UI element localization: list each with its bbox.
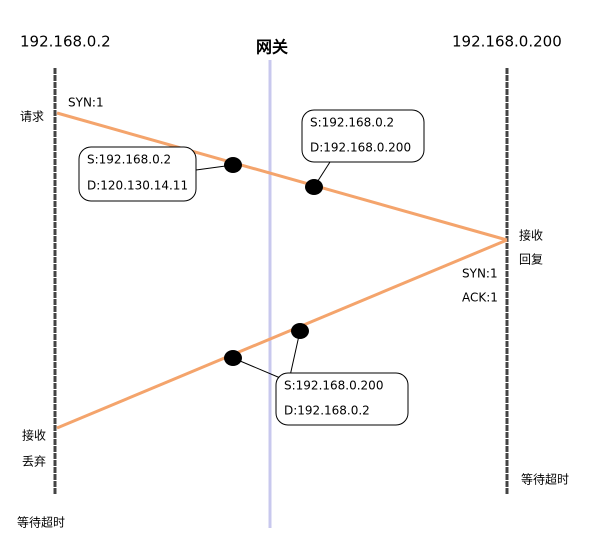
label: 丢弃 <box>22 454 46 469</box>
packet-dot <box>224 157 242 173</box>
label: 等待超时 <box>17 515 65 530</box>
reply-arrow <box>56 238 508 430</box>
packet-dot <box>305 179 323 195</box>
packet-box <box>301 109 425 163</box>
packet-box <box>275 372 409 426</box>
label: 请求 <box>20 110 44 124</box>
label: ACK:1 <box>462 291 498 305</box>
label: SYN:1 <box>462 267 498 281</box>
label: SYN:1 <box>68 96 104 110</box>
label: 接收 <box>519 228 543 243</box>
box-dest: D:192.168.0.200 <box>310 141 411 155</box>
box-dest: D:120.130.14.11 <box>87 179 188 193</box>
box-dest: D:192.168.0.2 <box>284 404 370 418</box>
syn-arrow <box>56 111 508 242</box>
box-source: S:192.168.0.2 <box>310 116 394 130</box>
packet-box <box>78 146 197 202</box>
label: 回复 <box>519 253 543 267</box>
gateway-label: 网关 <box>256 38 288 57</box>
label: 等待超时 <box>521 472 569 487</box>
packet-dot <box>224 350 242 366</box>
connector <box>232 357 286 381</box>
box-source: S:192.168.0.2 <box>87 153 171 167</box>
label: 接收 <box>22 428 46 443</box>
left-host: 192.168.0.2 <box>20 33 111 51</box>
box-source: S:192.168.0.200 <box>284 379 383 393</box>
right-host: 192.168.0.200 <box>452 33 562 51</box>
packet-dot <box>291 323 309 339</box>
